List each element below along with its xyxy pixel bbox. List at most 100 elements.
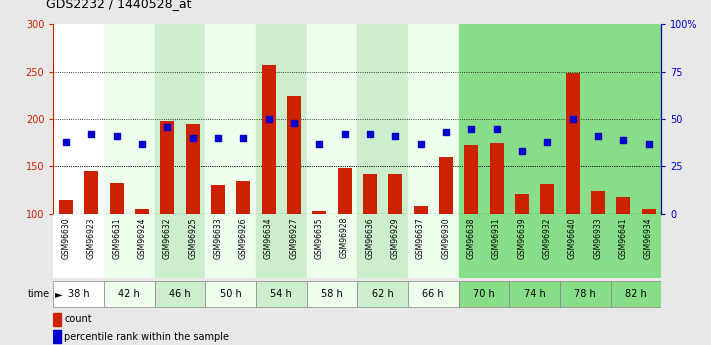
Text: GSM96927: GSM96927 [289, 217, 299, 259]
Point [440, 129, 451, 135]
FancyBboxPatch shape [509, 281, 560, 307]
Bar [459, 24, 484, 214]
Point [618, 137, 629, 143]
Text: GSM96934: GSM96934 [644, 217, 653, 259]
Bar [585, 214, 611, 278]
Bar [154, 214, 180, 278]
Text: GSM96636: GSM96636 [365, 217, 375, 259]
Bar [560, 214, 585, 278]
Text: GSM96631: GSM96631 [112, 217, 121, 259]
Point [213, 135, 224, 141]
Bar [161, 121, 174, 214]
Point [161, 124, 173, 129]
Bar [109, 183, 124, 214]
Text: GSM96633: GSM96633 [213, 217, 223, 259]
Text: GSM96930: GSM96930 [442, 217, 451, 259]
Point [415, 141, 427, 146]
Bar [611, 24, 636, 214]
Bar [433, 24, 459, 214]
Bar [484, 214, 509, 278]
Bar [282, 214, 306, 278]
Bar [79, 214, 104, 278]
Bar [256, 214, 282, 278]
Text: GSM96634: GSM96634 [264, 217, 273, 259]
Text: GSM96931: GSM96931 [492, 217, 501, 259]
Bar [262, 65, 276, 214]
Bar [540, 185, 554, 214]
FancyBboxPatch shape [154, 281, 205, 307]
Bar [306, 24, 332, 214]
Text: GSM96635: GSM96635 [315, 217, 324, 259]
Bar [636, 24, 661, 214]
Text: GSM96928: GSM96928 [340, 217, 349, 258]
FancyBboxPatch shape [357, 281, 408, 307]
Text: 74 h: 74 h [524, 289, 545, 299]
Bar [230, 24, 256, 214]
Bar [312, 211, 326, 214]
Text: 62 h: 62 h [372, 289, 393, 299]
Bar [363, 174, 377, 214]
Bar [383, 24, 408, 214]
Bar [357, 214, 383, 278]
Text: GSM96630: GSM96630 [61, 217, 70, 259]
Bar [129, 214, 155, 278]
Bar [104, 214, 129, 278]
Text: GSM96923: GSM96923 [87, 217, 96, 259]
Bar [79, 24, 104, 214]
Point [237, 135, 249, 141]
Point [111, 133, 122, 139]
Bar [53, 24, 79, 214]
Text: 46 h: 46 h [169, 289, 191, 299]
FancyBboxPatch shape [459, 281, 509, 307]
Bar [439, 157, 453, 214]
Bar [414, 206, 427, 214]
FancyBboxPatch shape [205, 281, 256, 307]
Text: 58 h: 58 h [321, 289, 343, 299]
FancyBboxPatch shape [560, 281, 611, 307]
Bar [490, 143, 503, 214]
FancyBboxPatch shape [408, 281, 459, 307]
FancyBboxPatch shape [306, 281, 357, 307]
Text: GSM96641: GSM96641 [619, 217, 628, 259]
Text: GSM96932: GSM96932 [542, 217, 552, 259]
Bar [641, 209, 656, 214]
Text: GSM96639: GSM96639 [518, 217, 526, 259]
Text: 38 h: 38 h [68, 289, 90, 299]
Text: count: count [64, 315, 92, 324]
Text: 50 h: 50 h [220, 289, 242, 299]
Bar [591, 191, 605, 214]
Bar [509, 214, 535, 278]
Bar [53, 313, 61, 326]
Bar [205, 24, 230, 214]
FancyBboxPatch shape [104, 281, 154, 307]
Text: GSM96924: GSM96924 [137, 217, 146, 259]
Bar [186, 124, 200, 214]
Bar [464, 145, 479, 214]
Text: 70 h: 70 h [473, 289, 495, 299]
Bar [509, 24, 535, 214]
Point [643, 141, 654, 146]
Point [60, 139, 72, 145]
Bar [535, 214, 560, 278]
Bar [433, 214, 459, 278]
Bar [459, 214, 484, 278]
Bar [611, 214, 636, 278]
FancyBboxPatch shape [611, 281, 661, 307]
Point [567, 116, 578, 122]
Point [187, 135, 198, 141]
Bar [154, 24, 180, 214]
Point [85, 131, 97, 137]
Point [339, 131, 351, 137]
FancyBboxPatch shape [53, 281, 104, 307]
Bar [357, 24, 383, 214]
Bar [205, 214, 230, 278]
Bar [515, 194, 529, 214]
Bar [85, 171, 98, 214]
Text: GSM96926: GSM96926 [239, 217, 248, 259]
Bar [616, 197, 630, 214]
Bar [484, 24, 509, 214]
Text: GSM96929: GSM96929 [391, 217, 400, 259]
Bar [408, 214, 433, 278]
Bar [230, 214, 256, 278]
Bar [53, 214, 79, 278]
